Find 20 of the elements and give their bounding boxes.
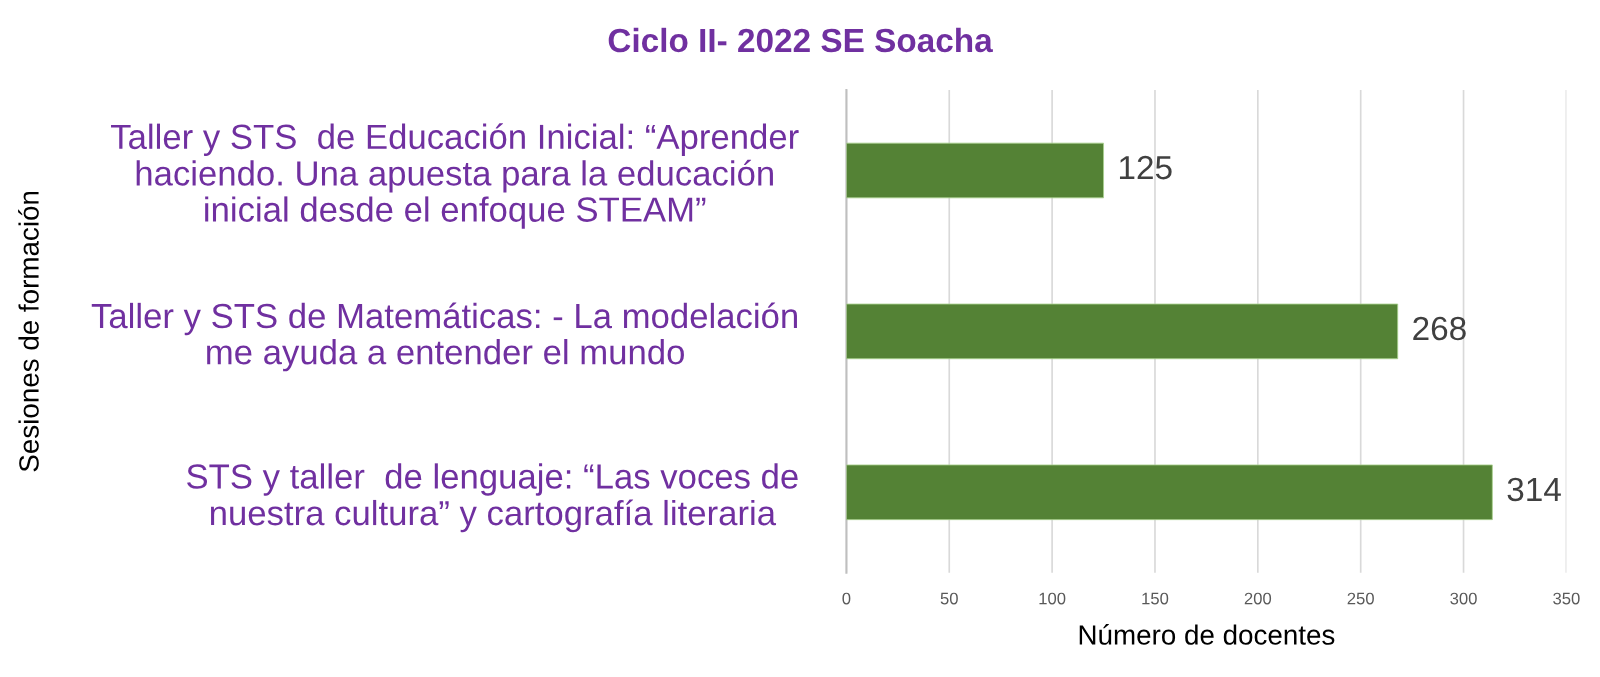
x-tick-label: 0 [842, 592, 851, 605]
y-axis-title: Sesiones de formación [18, 191, 39, 472]
bar [846, 142, 1104, 199]
x-tick-label: 300 [1450, 592, 1477, 605]
x-tick-label: 150 [1142, 592, 1169, 605]
x-tick-label: 250 [1347, 592, 1374, 605]
x-tick-label: 200 [1244, 592, 1272, 605]
y-tick-label: STS y taller de lenguaje: “Las voces de nuestra cultura” y cartografía literaria [187, 463, 798, 533]
y-tick-label: Taller y STS de Matemáticas: - La modelación me ayuda a entender el mundo [91, 302, 797, 372]
y-tick-label: Taller y STS de Educación Inicial: “Aprender haciendo. Una apuesta para la educación inicial desde el enfoque STEAM” [111, 123, 799, 229]
data-label: 125 [1119, 155, 1172, 180]
chart-title: Ciclo II- 2022 SE Soacha [608, 27, 993, 53]
x-tick-label: 50 [940, 592, 958, 605]
data-label: 268 [1413, 316, 1466, 341]
x-axis-title: Número de docentes [1079, 624, 1335, 645]
bar [846, 464, 1493, 521]
x-tick-label: 100 [1039, 592, 1066, 605]
bar [846, 303, 1399, 360]
x-tick-label: 350 [1553, 592, 1580, 605]
data-label: 314 [1507, 477, 1561, 502]
